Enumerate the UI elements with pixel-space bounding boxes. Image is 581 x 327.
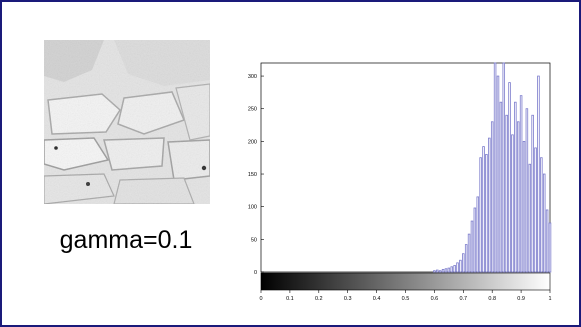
histogram-bar [476, 196, 480, 273]
histogram-bar [473, 207, 477, 273]
histogram-bar [542, 173, 546, 273]
intensity-colorbar [260, 272, 551, 291]
histogram-bar [534, 147, 537, 273]
y-tick-label: 200 [248, 139, 257, 145]
histogram-bar [511, 134, 514, 273]
histogram-bar [462, 253, 465, 273]
histogram-bars [433, 62, 552, 273]
histogram-bar [459, 259, 462, 273]
histogram-bar [479, 157, 482, 273]
histogram-bar [470, 220, 474, 273]
histogram-bar [456, 262, 459, 273]
histogram-bar [438, 270, 442, 273]
histogram-bar [464, 244, 468, 273]
histogram-bar [441, 268, 445, 273]
histogram-bar [537, 75, 540, 273]
histogram-bar [522, 140, 526, 273]
x-tick-label: 0.1 [286, 296, 294, 302]
histogram-bar [482, 146, 485, 273]
x-tick-label: 0.8 [488, 296, 496, 302]
histogram-bar [453, 265, 456, 273]
histogram-bar [540, 157, 543, 273]
x-tick-label: 0.3 [344, 296, 352, 302]
histogram-bar [496, 75, 500, 273]
histogram-bar [528, 163, 532, 273]
histogram-bar [502, 62, 506, 273]
histogram-bar [548, 222, 552, 273]
histogram-bar [508, 82, 511, 273]
y-tick-label: 50 [251, 237, 257, 243]
y-tick-label: 300 [248, 74, 257, 80]
histogram-bar [467, 233, 471, 273]
y-tick-label: 0 [254, 270, 257, 276]
histogram-bar [519, 95, 523, 273]
histogram-bar [447, 267, 451, 273]
histogram-bar [433, 270, 436, 273]
histogram-bar [450, 266, 453, 273]
histogram-bar [531, 114, 534, 273]
histogram-bar [488, 137, 491, 273]
histogram-bar [485, 154, 488, 273]
histogram-bar [505, 114, 508, 273]
x-tick-label: 0 [259, 296, 262, 302]
x-axis: 0 0.1 0.2 0.3 0.4 0.5 0.6 0.7 0.8 0.9 1 [259, 290, 552, 302]
x-tick-label: 1 [548, 296, 551, 302]
histogram-bar [436, 269, 439, 273]
stone-wall-image [44, 40, 210, 204]
histogram-bar [525, 108, 529, 273]
x-tick-label: 0.5 [402, 296, 410, 302]
histogram-bar [490, 121, 494, 273]
y-tick-label: 250 [248, 107, 257, 113]
histogram-bar [516, 121, 520, 273]
x-tick-label: 0.9 [517, 296, 525, 302]
x-tick-label: 0.7 [459, 296, 467, 302]
histogram-bar [545, 209, 549, 273]
histogram-bar [444, 268, 448, 273]
y-tick-label: 100 [248, 205, 257, 211]
histogram-bar [493, 62, 497, 273]
y-tick-label: 150 [248, 172, 257, 178]
histogram-bar [499, 101, 503, 273]
y-axis: 0 50 100 150 200 250 300 [248, 74, 264, 276]
x-tick-label: 0.4 [373, 296, 381, 302]
x-tick-label: 0.2 [315, 296, 323, 302]
histogram-chart: 0 50 100 150 200 250 300 0 0.1 0.2 0.3 0.4 0.5 0.6 0.… [248, 62, 552, 302]
x-tick-label: 0.6 [431, 296, 439, 302]
histogram-bar [514, 101, 517, 273]
gamma-caption: gamma=0.1 [59, 226, 193, 254]
